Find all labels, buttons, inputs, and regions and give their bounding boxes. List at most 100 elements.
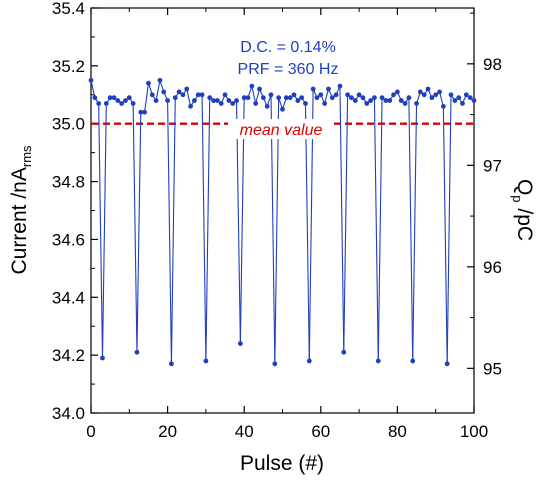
data-point: [260, 95, 266, 101]
series-segment: [442, 106, 448, 364]
series-segment: [339, 86, 345, 353]
data-point: [230, 101, 236, 106]
data-point: [364, 101, 370, 106]
data-point: [440, 103, 446, 109]
data-point: [157, 77, 163, 83]
mean-label-backdrop: [228, 119, 334, 139]
data-point: [460, 101, 465, 106]
data-point: [299, 95, 305, 101]
data-point: [310, 86, 316, 92]
y-right-axis-title-sub: p: [510, 195, 525, 202]
data-point: [287, 95, 293, 101]
data-point: [222, 92, 228, 98]
data-point: [192, 98, 197, 103]
series-segment: [343, 94, 349, 353]
tick-labels: 0 20 40 60 80 100 34.0 34.2 34.4 34.6 34.8 35.0 35.2…: [52, 0, 502, 441]
data-point: [268, 92, 274, 98]
data-point: [149, 92, 155, 98]
x-tick-label: 20: [158, 422, 177, 441]
data-point: [429, 95, 435, 101]
data-point: [161, 89, 167, 95]
data-point: [96, 101, 102, 106]
series-segment: [377, 97, 383, 361]
data-point: [126, 95, 132, 101]
x-tick-label: 0: [86, 422, 95, 441]
series-segment: [408, 97, 414, 361]
series-segment: [136, 112, 142, 353]
data-point: [226, 98, 232, 103]
data-point: [207, 95, 213, 101]
data-point: [421, 92, 427, 98]
data-point: [356, 92, 362, 98]
series-segment: [446, 94, 452, 364]
data-point: [368, 98, 373, 103]
data-point: [218, 101, 224, 106]
data-point: [395, 89, 400, 95]
data-point: [237, 341, 243, 346]
series-segment: [412, 103, 418, 361]
data-point: [456, 95, 462, 101]
data-point: [241, 95, 247, 101]
data-point: [452, 98, 458, 103]
series-segment: [235, 100, 241, 344]
data-point: [448, 92, 454, 98]
data-point: [103, 101, 109, 106]
data-point: [406, 95, 412, 101]
data-point: [276, 95, 282, 101]
series-segment: [255, 88, 261, 104]
y-tick-label: 34.6: [52, 230, 85, 249]
y-right-tick-label: 95: [483, 359, 502, 378]
data-point: [146, 80, 151, 86]
data-point: [303, 101, 308, 106]
data-point: [425, 86, 431, 92]
data-point: [245, 95, 251, 101]
data-point: [195, 92, 201, 98]
data-point: [471, 98, 477, 103]
series-segment: [132, 103, 138, 353]
data-point: [375, 358, 381, 364]
data-point: [253, 101, 259, 106]
y-tick-label: 34.2: [52, 346, 85, 365]
y-right-tick-label: 98: [483, 55, 502, 74]
data-point: [100, 355, 105, 361]
data-point: [176, 89, 182, 95]
data-point: [199, 92, 205, 98]
y-right-tick-label: 97: [483, 156, 502, 175]
data-point: [130, 101, 136, 106]
data-point: [165, 98, 171, 103]
series-segment: [201, 94, 207, 361]
data-point: [414, 101, 419, 106]
series-segment: [90, 80, 96, 98]
data-point: [280, 106, 285, 112]
series-segment: [304, 103, 310, 361]
series-segment: [324, 88, 329, 104]
series-segment: [205, 97, 211, 361]
y-tick-label: 34.4: [52, 288, 85, 307]
data-point: [318, 92, 324, 98]
data-point: [326, 86, 331, 92]
y-right-axis-title-tail: /pC: [513, 203, 536, 242]
data-point: [88, 77, 94, 83]
series-segment: [438, 91, 444, 107]
y-axis-title-sub: rms: [19, 145, 34, 167]
data-point: [322, 101, 328, 106]
series-segment: [144, 83, 149, 113]
axis-ticks: [90, 7, 475, 414]
data-point: [337, 83, 343, 89]
data-point: [410, 358, 416, 364]
y-axis-title: Current /nArms: [8, 145, 34, 275]
y-tick-label: 34.8: [52, 173, 85, 192]
x-tick-label: 100: [460, 422, 488, 441]
data-point: [119, 101, 125, 106]
data-point: [329, 95, 335, 101]
data-point: [234, 98, 239, 103]
annotation-duty-cycle: D.C. = 0.14%: [240, 39, 336, 56]
data-point: [180, 92, 186, 98]
data-point: [391, 92, 396, 98]
data-point: [249, 83, 255, 89]
data-point: [115, 98, 121, 103]
series-segment: [101, 103, 107, 359]
data-point: [123, 98, 128, 103]
data-point: [283, 95, 289, 101]
